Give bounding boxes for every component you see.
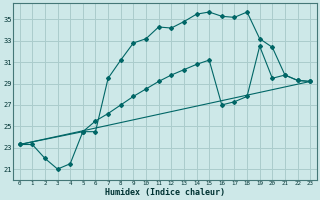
X-axis label: Humidex (Indice chaleur): Humidex (Indice chaleur) (105, 188, 225, 197)
